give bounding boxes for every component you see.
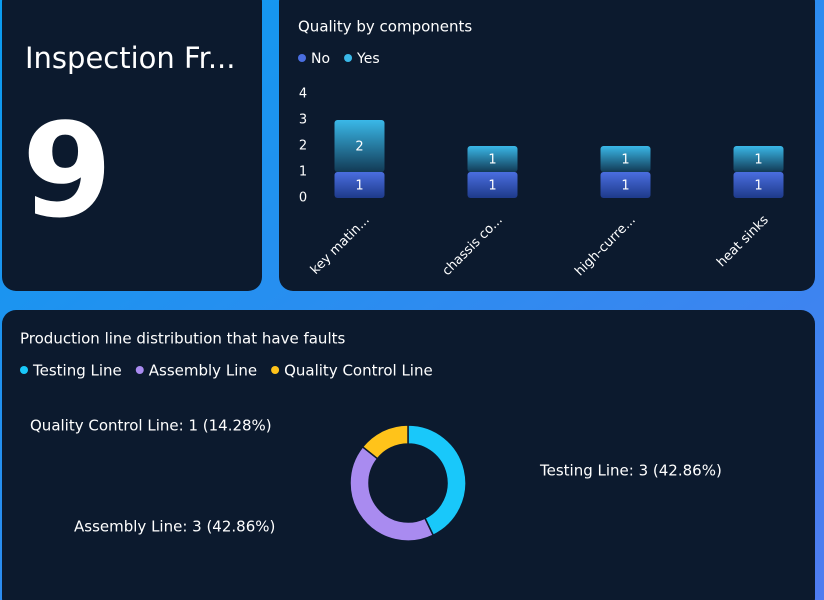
kpi-title: Inspection Fr... bbox=[25, 41, 236, 75]
bar-value-label: 1 bbox=[621, 179, 629, 194]
legend-label: Testing Line bbox=[32, 362, 122, 380]
y-tick-label: 2 bbox=[299, 139, 307, 154]
bar-value-label: 1 bbox=[754, 179, 762, 194]
chart-title: Production line distribution that have f… bbox=[20, 330, 345, 348]
bar bbox=[600, 146, 651, 172]
y-tick-label: 1 bbox=[299, 165, 307, 180]
legend-label: Assembly Line bbox=[149, 362, 257, 380]
y-tick-label: 3 bbox=[299, 113, 307, 128]
donut-slice bbox=[361, 424, 409, 460]
donut-card bbox=[2, 310, 815, 600]
bar-value-label: 1 bbox=[621, 153, 629, 168]
chart-title: Quality by components bbox=[298, 18, 472, 36]
slice-label: Quality Control Line: 1 (14.28%) bbox=[30, 417, 272, 435]
bar bbox=[600, 172, 651, 198]
bar-value-label: 1 bbox=[355, 179, 363, 194]
y-tick-label: 0 bbox=[299, 191, 307, 206]
bar bbox=[733, 146, 784, 172]
bar-value-label: 2 bbox=[355, 140, 363, 155]
legend-marker bbox=[135, 366, 144, 374]
legend-marker bbox=[298, 54, 306, 62]
bar-value-label: 1 bbox=[488, 153, 496, 168]
kpi-card bbox=[2, 0, 262, 291]
bar bbox=[467, 172, 518, 198]
legend-label: Yes bbox=[356, 51, 380, 67]
bar-value-label: 1 bbox=[488, 179, 496, 194]
bar bbox=[467, 146, 518, 172]
kpi-value: 9 bbox=[22, 95, 112, 247]
bar bbox=[334, 120, 385, 172]
bar bbox=[334, 172, 385, 198]
legend-label: No bbox=[311, 51, 330, 67]
legend-marker bbox=[20, 366, 28, 374]
slice-label: Testing Line: 3 (42.86%) bbox=[539, 462, 722, 480]
bar bbox=[733, 172, 784, 198]
slice-label: Assembly Line: 3 (42.86%) bbox=[74, 518, 275, 536]
legend-marker bbox=[344, 54, 353, 62]
legend-marker bbox=[271, 366, 280, 374]
legend-label: Quality Control Line bbox=[284, 362, 433, 380]
bar-value-label: 1 bbox=[754, 153, 762, 168]
bar-card bbox=[279, 0, 815, 291]
y-tick-label: 4 bbox=[299, 87, 307, 102]
